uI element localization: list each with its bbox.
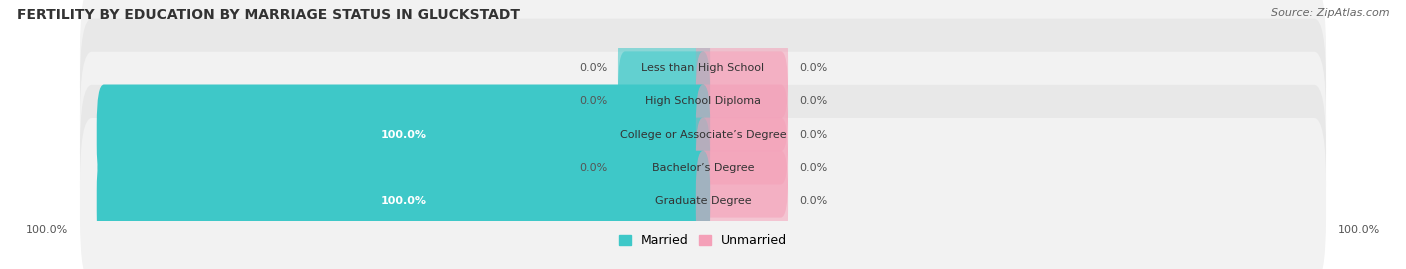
Text: Less than High School: Less than High School: [641, 63, 765, 73]
FancyBboxPatch shape: [97, 151, 710, 251]
Text: 100.0%: 100.0%: [1337, 225, 1379, 235]
FancyBboxPatch shape: [80, 0, 1326, 151]
Text: 0.0%: 0.0%: [579, 96, 607, 107]
FancyBboxPatch shape: [696, 51, 789, 151]
Legend: Married, Unmarried: Married, Unmarried: [613, 229, 793, 252]
Text: FERTILITY BY EDUCATION BY MARRIAGE STATUS IN GLUCKSTADT: FERTILITY BY EDUCATION BY MARRIAGE STATU…: [17, 8, 520, 22]
FancyBboxPatch shape: [696, 118, 789, 218]
FancyBboxPatch shape: [696, 84, 789, 185]
Text: 0.0%: 0.0%: [579, 63, 607, 73]
Text: 100.0%: 100.0%: [381, 129, 426, 140]
FancyBboxPatch shape: [80, 85, 1326, 250]
Text: College or Associate’s Degree: College or Associate’s Degree: [620, 129, 786, 140]
Text: 0.0%: 0.0%: [799, 129, 827, 140]
FancyBboxPatch shape: [696, 18, 789, 118]
Text: Graduate Degree: Graduate Degree: [655, 196, 751, 206]
FancyBboxPatch shape: [80, 52, 1326, 217]
FancyBboxPatch shape: [617, 18, 710, 118]
FancyBboxPatch shape: [80, 19, 1326, 184]
Text: High School Diploma: High School Diploma: [645, 96, 761, 107]
FancyBboxPatch shape: [97, 84, 710, 185]
Text: Source: ZipAtlas.com: Source: ZipAtlas.com: [1271, 8, 1389, 18]
Text: 0.0%: 0.0%: [579, 162, 607, 173]
Text: 0.0%: 0.0%: [799, 96, 827, 107]
Text: 100.0%: 100.0%: [381, 196, 426, 206]
Text: 100.0%: 100.0%: [27, 225, 69, 235]
Text: 0.0%: 0.0%: [799, 196, 827, 206]
FancyBboxPatch shape: [617, 118, 710, 218]
Text: 0.0%: 0.0%: [799, 162, 827, 173]
Text: 0.0%: 0.0%: [799, 63, 827, 73]
FancyBboxPatch shape: [696, 151, 789, 251]
FancyBboxPatch shape: [617, 51, 710, 151]
FancyBboxPatch shape: [80, 118, 1326, 269]
Text: Bachelor’s Degree: Bachelor’s Degree: [652, 162, 754, 173]
